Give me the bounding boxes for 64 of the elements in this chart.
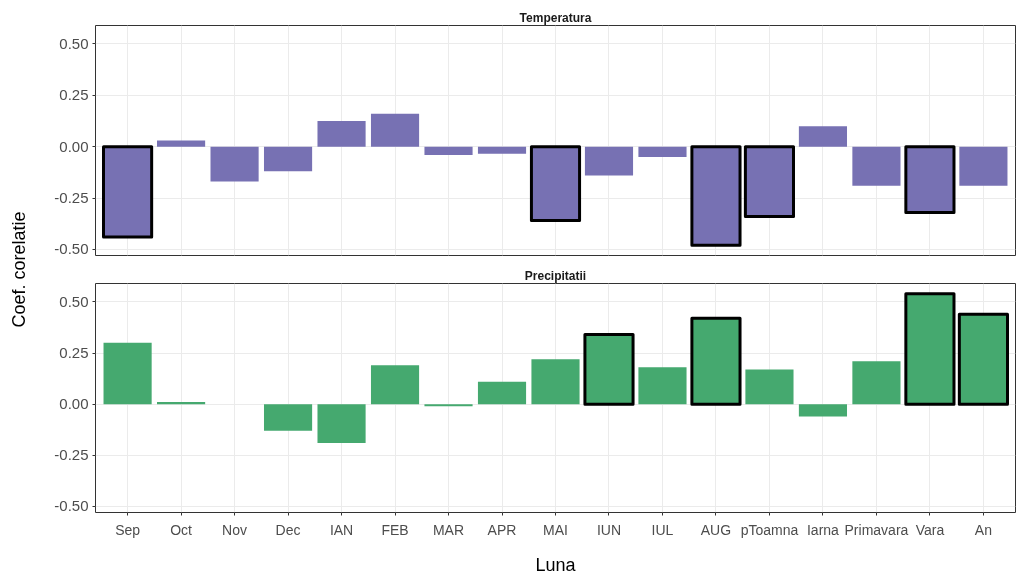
- x-tick-label: pToamna: [740, 521, 799, 538]
- bar: [317, 120, 366, 147]
- bar: [904, 292, 956, 406]
- bar: [638, 146, 687, 157]
- bar: [317, 404, 366, 443]
- bar: [904, 145, 956, 214]
- bar: [370, 365, 420, 405]
- bar: [157, 140, 206, 147]
- y-tick-label: -0.50: [54, 240, 89, 258]
- bar: [690, 316, 742, 406]
- y-tick-label: -0.50: [54, 497, 89, 515]
- bar: [477, 381, 527, 405]
- bar: [583, 333, 635, 406]
- y-tick-label: -0.25: [54, 189, 89, 206]
- bar: [424, 404, 473, 407]
- x-tick-label: IUN: [596, 521, 622, 538]
- x-tick-label: Dec: [275, 521, 301, 538]
- chart-title: Precipitatii: [524, 268, 587, 283]
- bar: [210, 146, 259, 182]
- bar: [957, 312, 1009, 406]
- x-tick-label: FEB: [381, 521, 409, 538]
- bar: [798, 404, 848, 417]
- x-tick-label: APR: [487, 521, 517, 538]
- y-tick-label: 0.00: [59, 137, 89, 155]
- bar: [263, 146, 313, 172]
- chart-title: Temperatura: [519, 10, 592, 25]
- bar: [638, 367, 687, 405]
- bar: [370, 113, 420, 147]
- x-tick-label: Sep: [115, 521, 141, 538]
- bar: [477, 146, 527, 154]
- bar: [157, 402, 206, 405]
- bar: [852, 146, 901, 186]
- x-axis-title: Luna: [535, 554, 577, 575]
- y-tick-label: -0.25: [54, 446, 89, 464]
- x-tick-label: Primavara: [844, 521, 909, 538]
- bar: [690, 145, 742, 247]
- y-tick-label: 0.50: [59, 292, 89, 310]
- x-tick-label: Iarna: [806, 521, 840, 538]
- x-tick-label: Oct: [170, 521, 193, 538]
- bar: [102, 145, 154, 239]
- bar: [263, 404, 313, 431]
- bar: [798, 126, 848, 147]
- bar: [852, 361, 901, 405]
- y-tick-label: 0.25: [59, 344, 89, 362]
- bar: [424, 146, 473, 155]
- x-tick-label: MAR: [432, 521, 465, 538]
- bar: [531, 359, 580, 405]
- x-tick-label: IAN: [329, 521, 354, 538]
- x-tick-label: An: [974, 521, 992, 538]
- bar: [529, 145, 582, 223]
- x-tick-label: Vara: [915, 521, 945, 538]
- bar: [584, 146, 634, 176]
- x-tick-label: MAI: [543, 521, 568, 538]
- bar: [743, 145, 796, 218]
- y-tick-label: 0.00: [59, 395, 89, 413]
- x-tick-label: AUG: [700, 521, 732, 538]
- y-tick-label: 0.50: [59, 34, 89, 52]
- x-tick-label: Nov: [222, 521, 248, 538]
- bar: [103, 342, 152, 405]
- y-axis-title: Coef. corelatie: [8, 211, 29, 328]
- y-tick-label: 0.25: [59, 86, 89, 104]
- bar: [745, 369, 794, 405]
- x-tick-label: IUL: [651, 521, 674, 538]
- bar: [959, 146, 1008, 186]
